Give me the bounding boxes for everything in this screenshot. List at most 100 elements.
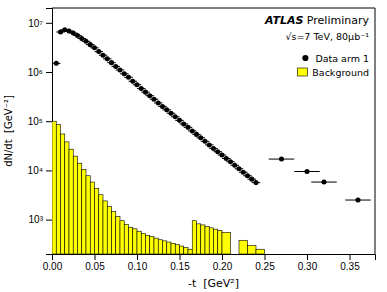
histogram-bar [146,235,150,254]
histogram-bar [167,242,171,254]
tick-label: 0.00 [43,261,63,272]
tick-label: 0.25 [255,261,275,272]
histogram-bar [107,206,111,254]
tick: 0.10 [128,254,148,272]
histogram-bar [90,182,94,254]
data-point [109,60,114,65]
data-point [177,118,182,123]
data-point [134,82,139,87]
data-point [215,149,220,154]
histogram-bar [214,229,218,254]
subtitle: √s=7 TeV, 80μb⁻¹ [285,31,369,42]
data-point [181,121,186,126]
data-point [156,100,161,105]
data-point [355,198,360,203]
histogram-bar [112,212,116,254]
tick: 0.15 [170,254,190,272]
tick-mark [46,170,52,171]
tick-label: 0.20 [213,261,233,272]
chart-container: 0.00 0.05 0.10 0.15 0.20 0.25 0.30 0.35 10³ 10⁴ 10… [0,0,387,292]
tick-mark [350,254,351,260]
histogram-bar [69,149,73,254]
data-point [83,39,88,44]
tick-mark [46,72,52,73]
histogram-bar [188,249,192,254]
legend-symbol [302,55,308,61]
tick: 10⁴ [28,165,52,176]
tick-label: 10⁴ [28,165,43,176]
tick-label: 10³ [29,214,44,225]
tick-label: 0.10 [128,261,148,272]
tick-label: 0.35 [340,261,360,272]
data-point [54,61,59,66]
histogram-bar [78,163,82,254]
x-axis-title: -t [GeV²] [188,277,239,290]
plot-area: 0.00 0.05 0.10 0.15 0.20 0.25 0.30 0.35 10³ 10⁴ 10… [28,8,376,272]
data-point [71,31,76,36]
histogram-bar [82,169,86,254]
data-point [236,166,241,171]
data-point [62,27,67,32]
data-point [130,79,135,84]
data-point [185,125,190,130]
data-point [88,42,93,47]
data-point [202,139,207,144]
histogram-bar [158,240,162,254]
tick: 0.20 [213,254,233,272]
y-axis-title: dN/dt [GeV⁻²] [3,95,14,167]
histogram [52,121,265,254]
data-point [194,132,199,137]
legend-symbol [297,68,307,76]
chart-svg: 0.00 0.05 0.10 0.15 0.20 0.25 0.30 0.35 10³ 10⁴ 10… [0,0,387,292]
data-point [190,128,195,133]
histogram-bar [150,237,154,254]
histogram-bar [171,243,175,254]
data-point [253,180,258,185]
histogram-bar [175,245,179,254]
histogram-bar [103,201,107,254]
legend-label: Data arm 1 [315,53,369,64]
histogram-bar [209,228,213,254]
data-point [198,135,203,140]
histogram-bar [61,134,65,254]
data-point [168,111,173,116]
data-point [96,49,101,54]
tick-mark [46,121,52,122]
tick: 0.30 [298,254,318,272]
histogram-bar [129,227,133,254]
histogram-bar [201,225,205,254]
histogram-bar [154,238,158,254]
histogram-bar [124,224,128,254]
marks [52,27,371,254]
tick-label: 10⁶ [28,67,43,78]
histogram-bar [222,232,231,254]
tick-label: 10⁷ [28,18,43,29]
histogram-bar [137,231,141,254]
title: ATLAS Preliminary [264,14,370,27]
data-point [139,86,144,91]
histogram-bar [95,188,99,254]
histogram-bar [192,221,196,254]
axis-line [46,9,53,255]
data-point [105,56,110,61]
tick: 0.05 [85,254,105,272]
data-point [147,93,152,98]
histogram-bar [52,121,56,254]
histogram-bar [141,234,145,254]
histogram-bar [99,195,103,254]
data-point [113,64,118,69]
data-point [224,156,229,161]
data-point [117,67,122,72]
tick: 0.00 [43,254,63,272]
y-axis: 10³10⁴10⁵10⁶10⁷ [28,9,53,255]
data-point [321,180,326,185]
data-point [160,104,165,109]
frame-line [52,8,375,9]
histogram-bar [86,176,90,254]
tick-mark [222,254,223,260]
data-point [207,142,212,147]
data-point [304,169,309,174]
data-point [164,107,169,112]
data-point [279,157,284,162]
tick-mark [265,254,266,260]
